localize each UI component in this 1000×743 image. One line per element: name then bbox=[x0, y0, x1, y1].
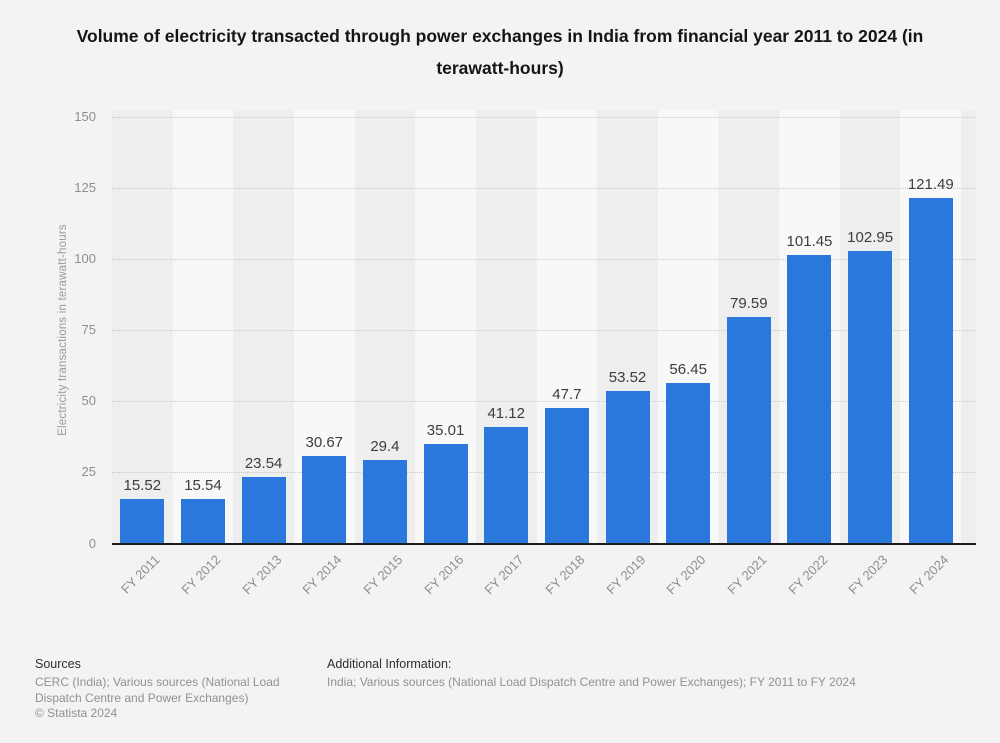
bar-fy-2021[interactable] bbox=[726, 317, 771, 544]
y-tick-label: 125 bbox=[74, 180, 96, 196]
sources-text: CERC (India); Various sources (National … bbox=[35, 675, 280, 705]
plot-band bbox=[112, 110, 173, 543]
x-tick-label: FY 2020 bbox=[663, 552, 709, 598]
footer-sources-block: Sources CERC (India); Various sources (N… bbox=[35, 656, 313, 722]
bar-fy-2022[interactable] bbox=[787, 255, 832, 544]
x-tick-label: FY 2011 bbox=[118, 552, 163, 597]
y-tick-label: 50 bbox=[81, 393, 96, 409]
gridline-75 bbox=[112, 330, 976, 332]
value-label: 121.49 bbox=[907, 176, 954, 194]
value-label: 29.4 bbox=[370, 437, 400, 455]
gridline-50 bbox=[112, 401, 976, 403]
bar-fy-2018[interactable] bbox=[544, 407, 589, 544]
bar-fy-2016[interactable] bbox=[423, 443, 468, 544]
gridline-25 bbox=[112, 472, 976, 474]
x-tick-label: FY 2013 bbox=[239, 552, 285, 598]
bar-fy-2019[interactable] bbox=[605, 391, 650, 544]
value-label: 47.7 bbox=[552, 385, 582, 403]
x-tick-label: FY 2017 bbox=[481, 552, 527, 598]
copyright-text: © Statista 2024 bbox=[35, 706, 118, 720]
x-tick-label: FY 2024 bbox=[906, 552, 952, 598]
chart-title: Volume of electricity transacted through… bbox=[76, 26, 924, 78]
value-label: 30.67 bbox=[305, 434, 344, 452]
value-label: 101.45 bbox=[786, 233, 833, 251]
y-tick-label: 0 bbox=[88, 535, 96, 551]
value-label: 79.59 bbox=[730, 295, 768, 313]
x-tick-label: FY 2012 bbox=[178, 552, 224, 598]
x-tick-label: FY 2021 bbox=[724, 552, 770, 598]
x-tick-label: FY 2019 bbox=[602, 552, 649, 598]
x-tick-label: FY 2018 bbox=[542, 552, 588, 598]
additional-info-label: Additional Information: bbox=[327, 657, 452, 671]
x-tick-label: FY 2016 bbox=[420, 552, 467, 598]
value-label: 35.01 bbox=[426, 421, 465, 439]
bar-fy-2014[interactable] bbox=[302, 456, 347, 544]
x-tick-label: FY 2014 bbox=[299, 552, 345, 598]
value-label: 102.95 bbox=[847, 228, 894, 246]
additional-info-text: India; Various sources (National Load Di… bbox=[327, 675, 856, 689]
gridline-100 bbox=[112, 259, 976, 261]
bar-fy-2015[interactable] bbox=[362, 459, 407, 544]
y-tick-label: 25 bbox=[81, 464, 96, 480]
y-axis-title: Electricity transactions in terawatt-hou… bbox=[57, 224, 69, 436]
x-axis-line bbox=[112, 543, 976, 545]
bar-fy-2020[interactable] bbox=[666, 382, 711, 544]
gridline-150 bbox=[112, 117, 976, 118]
bar-fy-2017[interactable] bbox=[484, 426, 529, 544]
value-label: 23.54 bbox=[244, 454, 283, 472]
footer-additional-block: Additional Information: India; Various s… bbox=[327, 656, 967, 691]
value-label: 41.12 bbox=[487, 404, 525, 422]
value-label: 15.54 bbox=[184, 477, 222, 495]
bar-fy-2012[interactable] bbox=[180, 499, 225, 544]
value-label: 15.52 bbox=[123, 477, 162, 495]
x-tick-label: FY 2022 bbox=[784, 552, 831, 598]
plot-band bbox=[172, 110, 234, 543]
gridline-125 bbox=[112, 188, 976, 190]
x-tick-label: FY 2015 bbox=[360, 552, 406, 598]
value-label: 56.45 bbox=[669, 360, 707, 378]
plot-band bbox=[961, 110, 976, 543]
value-label: 53.52 bbox=[608, 369, 647, 387]
bar-fy-2013[interactable] bbox=[241, 476, 286, 544]
y-tick-label: 100 bbox=[74, 251, 96, 267]
x-tick-label: FY 2023 bbox=[845, 552, 891, 598]
y-tick-label: 75 bbox=[81, 322, 96, 338]
bar-fy-2024[interactable] bbox=[908, 198, 953, 544]
y-tick-label: 150 bbox=[74, 109, 96, 124]
plot-band bbox=[233, 110, 294, 543]
bar-fy-2011[interactable] bbox=[120, 499, 165, 544]
bar-fy-2023[interactable] bbox=[848, 250, 893, 544]
sources-label: Sources bbox=[35, 657, 81, 671]
